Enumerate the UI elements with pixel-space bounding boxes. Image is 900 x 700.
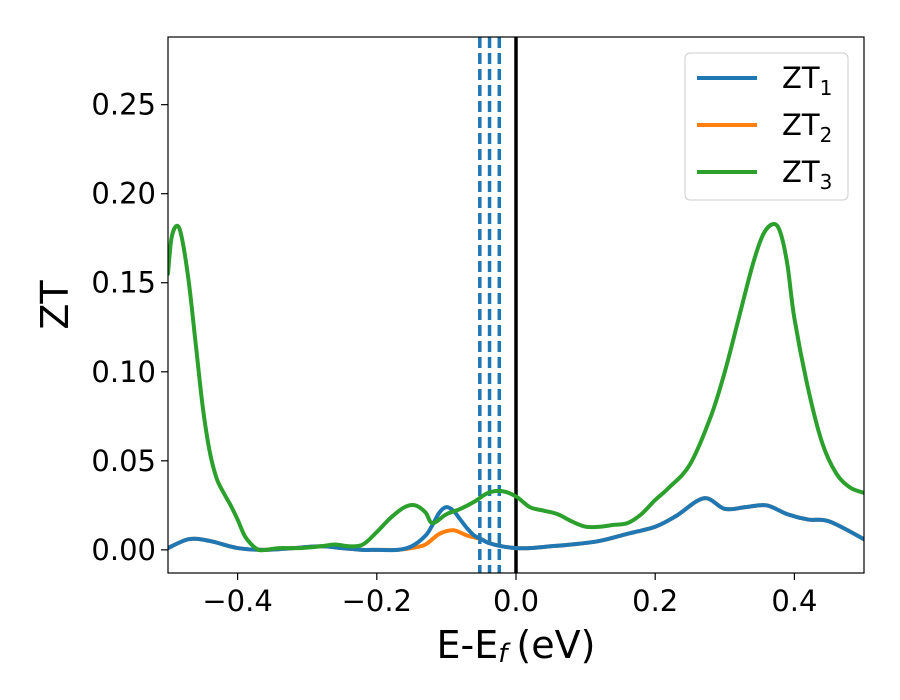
legend-entries: ZT1 ZT2 ZT3 <box>697 61 832 194</box>
series-line-zt3 <box>168 221 864 553</box>
x-axis-label-unit: (eV) <box>516 623 595 667</box>
x-tick-label: 0.4 <box>771 584 817 618</box>
y-tick-label: 0.05 <box>91 444 156 478</box>
y-tick-label: 0.10 <box>91 355 156 389</box>
series-lines <box>168 221 864 553</box>
legend-label-zt1: ZT1 <box>782 61 832 100</box>
vertical-lines <box>478 37 518 573</box>
legend: ZT1 ZT2 ZT3 <box>684 52 849 201</box>
x-tick-label: −0.2 <box>342 584 412 618</box>
y-tick-label: 0.20 <box>91 177 156 211</box>
x-axis-label: E-Ef (eV) <box>437 623 596 669</box>
legend-label-zt3: ZT3 <box>782 155 832 194</box>
legend-box <box>684 52 849 201</box>
y-tick-label: 0.15 <box>91 266 156 300</box>
y-axis-ticks: 0.00 0.05 0.10 0.15 0.20 0.25 <box>91 88 168 567</box>
x-axis-label-main: E-E <box>437 623 499 667</box>
x-tick-label: 0.0 <box>493 584 539 618</box>
x-axis-label-sub: f <box>498 639 511 669</box>
x-tick-label: −0.4 <box>202 584 272 618</box>
legend-label-zt2: ZT2 <box>782 108 832 147</box>
y-tick-label: 0.25 <box>91 88 156 122</box>
y-axis-label: ZT <box>33 280 77 330</box>
x-tick-label: 0.2 <box>632 584 678 618</box>
x-axis-ticks: −0.4 −0.2 0.0 0.2 0.4 <box>202 573 817 618</box>
y-tick-label: 0.00 <box>91 533 156 567</box>
